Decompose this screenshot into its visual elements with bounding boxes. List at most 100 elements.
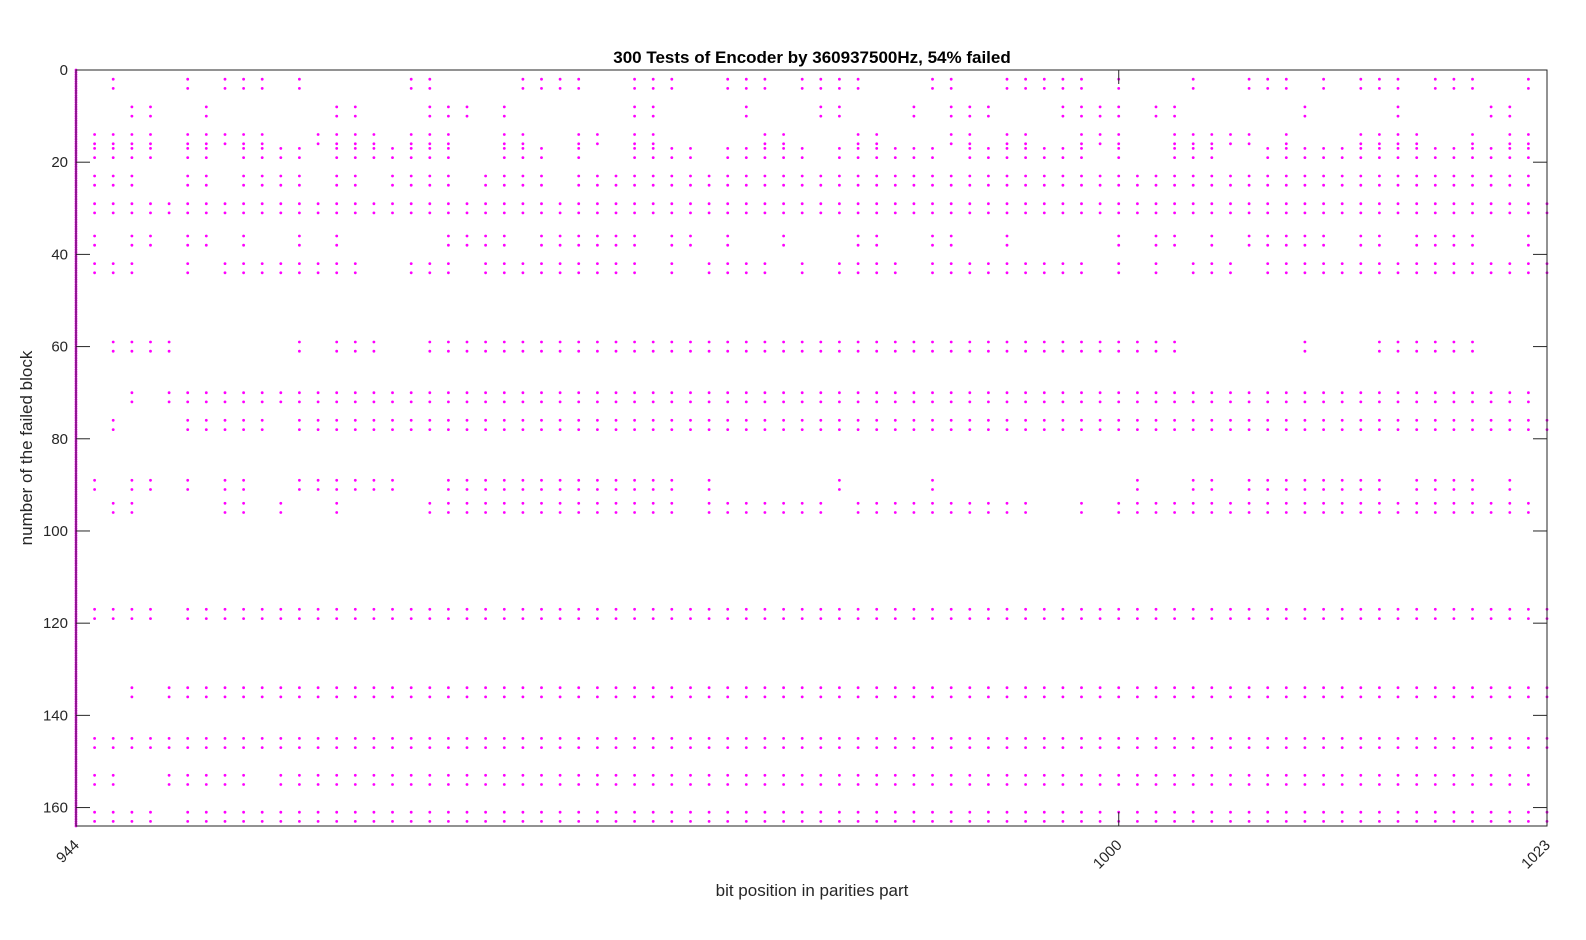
data-point xyxy=(1042,783,1046,786)
data-point xyxy=(987,820,990,823)
data-point xyxy=(204,686,208,690)
data-point xyxy=(856,340,860,344)
data-point xyxy=(800,746,804,749)
data-point xyxy=(577,156,581,160)
data-point xyxy=(1080,262,1083,265)
data-point xyxy=(1489,746,1493,749)
data-point xyxy=(782,418,785,422)
data-point xyxy=(893,737,897,740)
data-point xyxy=(279,174,283,178)
data-point xyxy=(558,511,562,514)
data-point xyxy=(1508,617,1512,620)
data-point xyxy=(726,810,730,814)
data-point xyxy=(447,810,450,814)
data-point xyxy=(1042,174,1046,178)
data-point xyxy=(782,211,785,215)
data-point xyxy=(1415,617,1419,620)
data-point xyxy=(1154,262,1158,265)
data-point xyxy=(819,349,823,353)
data-point xyxy=(689,695,692,699)
data-point xyxy=(167,400,171,404)
data-point xyxy=(689,183,692,187)
data-point xyxy=(428,607,432,611)
data-point xyxy=(1024,783,1027,786)
data-point xyxy=(1154,243,1158,247)
data-point xyxy=(335,262,339,265)
data-point xyxy=(614,810,618,814)
data-point xyxy=(800,271,804,275)
data-point xyxy=(875,617,879,620)
data-point xyxy=(782,243,785,247)
data-point xyxy=(651,391,655,395)
data-point xyxy=(409,211,413,215)
data-point xyxy=(744,617,748,620)
data-point xyxy=(744,418,748,422)
data-point xyxy=(912,746,916,749)
data-point xyxy=(1340,617,1344,620)
data-point xyxy=(1136,617,1139,620)
data-point xyxy=(502,773,506,777)
data-point xyxy=(186,418,190,422)
data-point xyxy=(726,234,730,238)
data-point xyxy=(614,243,618,247)
data-point xyxy=(130,695,134,699)
data-point xyxy=(931,211,934,215)
data-point xyxy=(260,810,264,814)
data-point xyxy=(428,400,432,404)
data-point xyxy=(1191,262,1195,265)
data-point xyxy=(1024,271,1027,275)
data-point xyxy=(353,262,357,265)
data-point xyxy=(1154,391,1158,395)
data-point xyxy=(1154,400,1158,404)
y-tick-label: 60 xyxy=(51,339,68,356)
data-point xyxy=(800,428,804,431)
data-point xyxy=(1471,746,1474,749)
data-point xyxy=(893,746,897,749)
data-point xyxy=(838,773,841,777)
data-point xyxy=(204,243,208,247)
data-point xyxy=(856,773,860,777)
data-point xyxy=(540,783,543,786)
data-point xyxy=(800,501,804,505)
data-point xyxy=(111,501,115,505)
data-point xyxy=(1080,418,1083,422)
data-point xyxy=(391,746,394,749)
data-point xyxy=(1136,400,1139,404)
data-point xyxy=(856,183,860,187)
data-point xyxy=(242,478,246,482)
data-point xyxy=(223,478,227,482)
data-point xyxy=(596,511,599,514)
y-tick-label: 160 xyxy=(43,800,68,817)
data-point xyxy=(1433,211,1437,215)
data-point xyxy=(1303,234,1307,238)
data-point xyxy=(633,511,636,514)
data-point xyxy=(1322,418,1325,422)
data-point xyxy=(1433,147,1437,150)
data-point xyxy=(540,174,543,178)
data-point xyxy=(1061,147,1065,150)
data-point xyxy=(353,340,357,344)
data-point xyxy=(1191,737,1195,740)
data-point xyxy=(707,746,711,749)
data-point xyxy=(1471,511,1474,514)
data-point xyxy=(1042,202,1046,206)
data-point xyxy=(1322,607,1325,611)
data-point xyxy=(260,202,264,206)
data-point xyxy=(186,133,190,136)
data-point xyxy=(1080,428,1083,431)
data-point xyxy=(856,400,860,404)
data-point xyxy=(279,783,283,786)
data-point xyxy=(1266,77,1270,81)
data-point xyxy=(1508,737,1512,740)
data-point xyxy=(968,607,972,611)
data-point xyxy=(558,391,562,395)
data-point xyxy=(1061,114,1065,118)
data-point xyxy=(763,262,767,265)
data-point xyxy=(1284,243,1288,247)
data-point xyxy=(428,810,432,814)
data-point xyxy=(521,607,525,611)
data-point xyxy=(1322,400,1325,404)
data-point xyxy=(744,391,748,395)
data-point xyxy=(1433,234,1437,238)
data-point xyxy=(856,418,860,422)
